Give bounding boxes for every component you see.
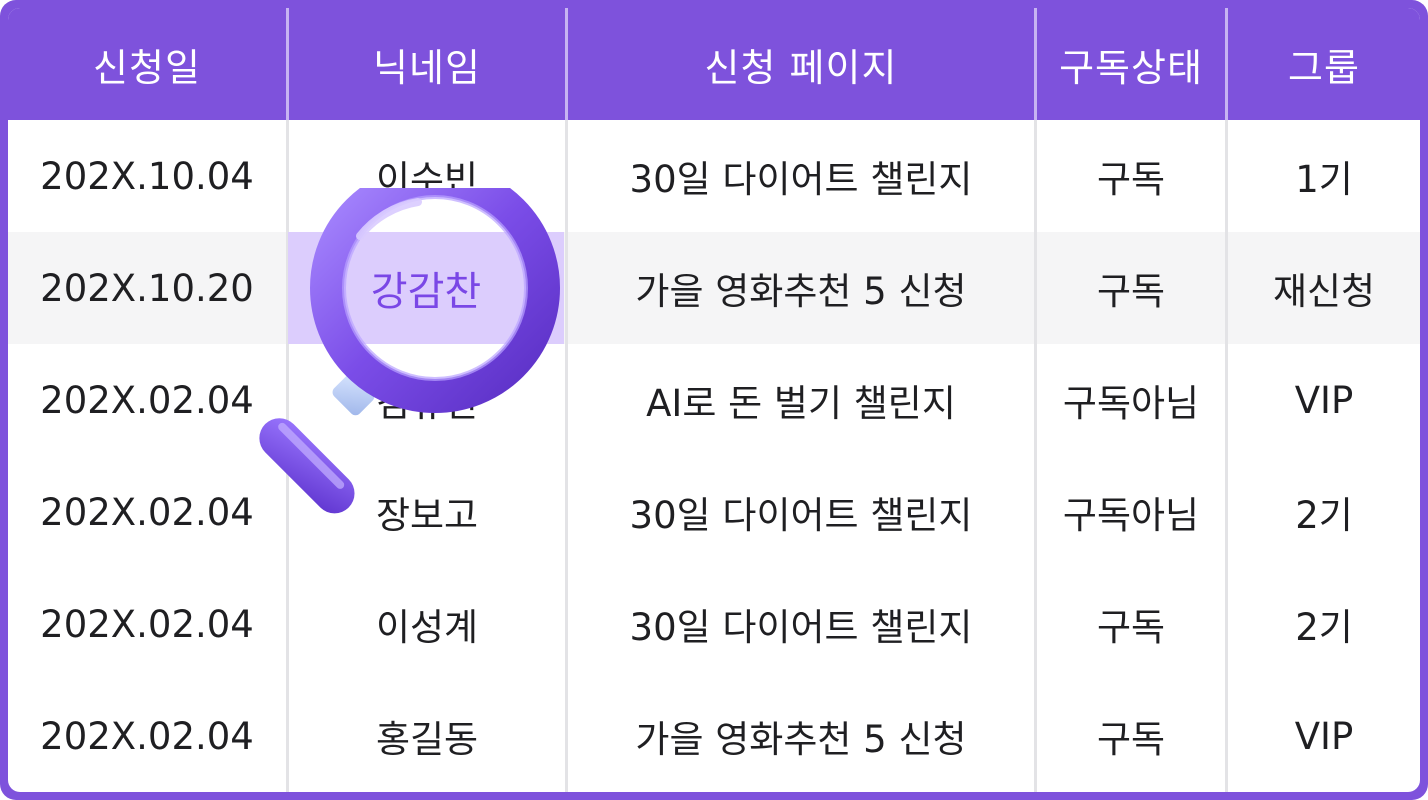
header-divider [1034, 8, 1037, 120]
cell-page: 30일 다이어트 챌린지 [629, 606, 973, 649]
table-row[interactable]: 202X.02.04 홍길동 가을 영화추천 5 신청 구독 VIP [8, 680, 1420, 792]
header-divider [1225, 8, 1228, 120]
cell-subscription: 구독 [1096, 606, 1166, 649]
column-divider [1034, 8, 1037, 792]
cell-group: 2기 [1295, 606, 1353, 649]
column-divider [1225, 8, 1228, 792]
cell-group: VIP [1294, 378, 1354, 422]
cell-nickname: 장보고 [375, 494, 479, 537]
header-date[interactable]: 신청일 [93, 45, 201, 90]
cell-page: 가을 영화추천 5 신청 [635, 270, 967, 313]
cell-group: VIP [1294, 714, 1354, 758]
column-divider [565, 8, 568, 792]
cell-group: 2기 [1295, 494, 1353, 537]
cell-subscription: 구독 [1096, 718, 1166, 761]
cell-date: 202X.02.04 [40, 602, 254, 646]
header-group[interactable]: 그룹 [1288, 45, 1360, 90]
column-divider [286, 8, 289, 792]
cell-subscription: 구독아님 [1062, 494, 1200, 537]
highlighted-nickname-cell[interactable]: 강감찬 [288, 232, 564, 344]
cell-subscription: 구독 [1096, 158, 1166, 201]
header-nickname[interactable]: 닉네임 [373, 45, 481, 90]
cell-subscription: 구독아님 [1062, 382, 1200, 425]
table-row[interactable]: 202X.02.04 장보고 30일 다이어트 챌린지 구독아님 2기 [8, 456, 1420, 568]
cell-date: 202X.02.04 [40, 490, 254, 534]
cell-page: 30일 다이어트 챌린지 [629, 494, 973, 537]
cell-nickname: 홍길동 [375, 718, 479, 761]
table-header: 신청일 닉네임 신청 페이지 구독상태 그룹 [8, 8, 1420, 120]
cell-date: 202X.10.20 [40, 266, 254, 310]
table-row[interactable]: 202X.10.04 이수빈 30일 다이어트 챌린지 구독 1기 [8, 120, 1420, 232]
cell-date: 202X.10.04 [40, 154, 254, 198]
table-row[interactable]: 202X.02.04 이성계 30일 다이어트 챌린지 구독 2기 [8, 568, 1420, 680]
cell-nickname: 이성계 [375, 606, 479, 649]
table-row[interactable]: 202X.02.04 김유진 AI로 돈 벌기 챌린지 구독아님 VIP [8, 344, 1420, 456]
cell-date: 202X.02.04 [40, 714, 254, 758]
cell-group: 재신청 [1272, 270, 1376, 313]
cell-subscription: 구독 [1096, 270, 1166, 313]
header-page[interactable]: 신청 페이지 [704, 45, 898, 90]
table-row-highlighted[interactable]: 202X.10.20 가을 영화추천 5 신청 구독 재신청 [8, 232, 1420, 344]
cell-page: 가을 영화추천 5 신청 [635, 718, 967, 761]
cell-page: 30일 다이어트 챌린지 [629, 158, 973, 201]
cell-page: AI로 돈 벌기 챌린지 [646, 382, 956, 425]
subscriber-table: 신청일 닉네임 신청 페이지 구독상태 그룹 202X.10.04 이수빈 30… [8, 8, 1420, 792]
header-divider [286, 8, 289, 120]
highlighted-nickname: 강감찬 [370, 269, 482, 315]
cell-group: 1기 [1295, 158, 1353, 201]
cell-nickname: 김유진 [375, 382, 479, 425]
header-divider [565, 8, 568, 120]
header-subscription[interactable]: 구독상태 [1059, 45, 1203, 90]
cell-nickname: 이수빈 [375, 158, 479, 201]
cell-date: 202X.02.04 [40, 378, 254, 422]
